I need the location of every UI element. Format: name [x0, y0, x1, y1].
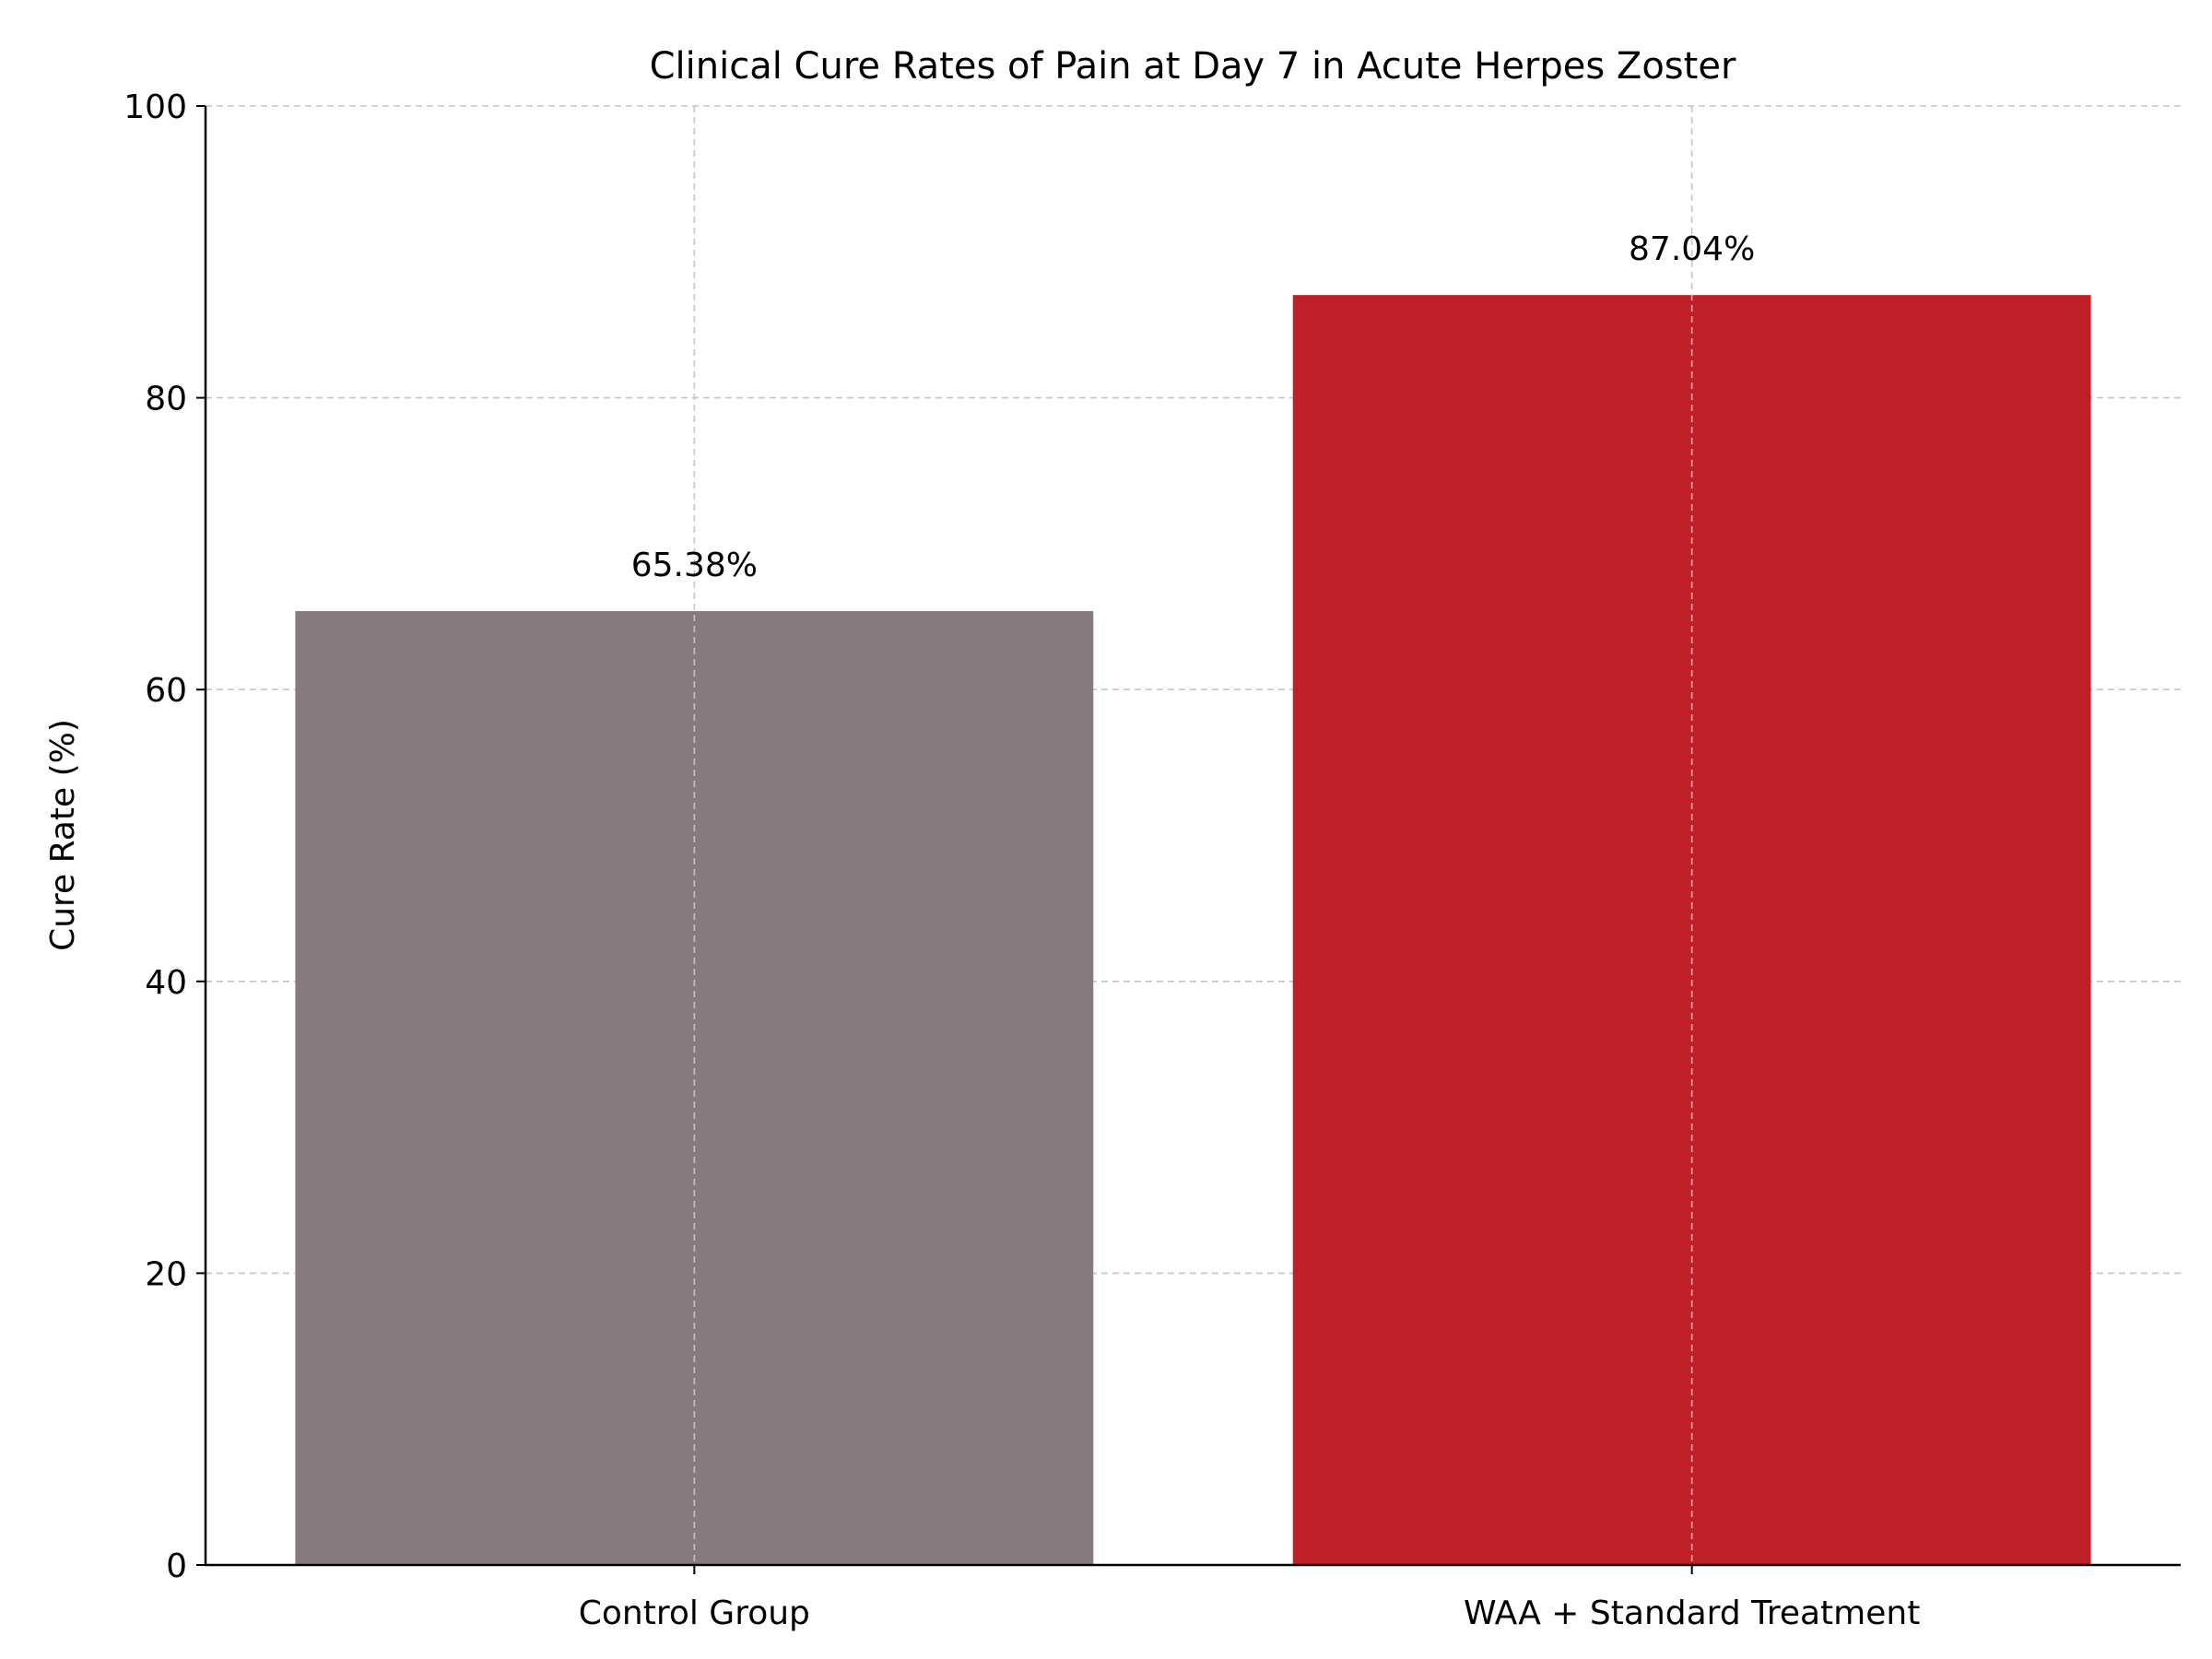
- y-tick-label: 100: [124, 88, 187, 126]
- axes: [196, 105, 2181, 1574]
- bars: [295, 295, 2091, 1566]
- chart-title: Clinical Cure Rates of Pain at Day 7 in …: [650, 45, 1736, 88]
- y-tick-label: 20: [145, 1255, 187, 1293]
- labels: 0 20 40 60 80 100 Control Group 65.38% WAA + Sta…: [124, 88, 1920, 1632]
- y-tick-label: 0: [166, 1547, 187, 1585]
- bar-1: [295, 611, 1094, 1565]
- y-tick-label: 40: [145, 964, 187, 1002]
- y-axis-label: Cure Rate (%): [44, 719, 82, 951]
- data-label: 65.38%: [631, 547, 758, 584]
- y-tick-label: 60: [145, 672, 187, 710]
- y-tick-label: 80: [145, 381, 187, 418]
- data-label: 87.04%: [1629, 230, 1755, 268]
- x-tick-label: WAA + Standard Treatment: [1464, 1594, 1920, 1632]
- x-tick-label: Control Group: [579, 1594, 810, 1632]
